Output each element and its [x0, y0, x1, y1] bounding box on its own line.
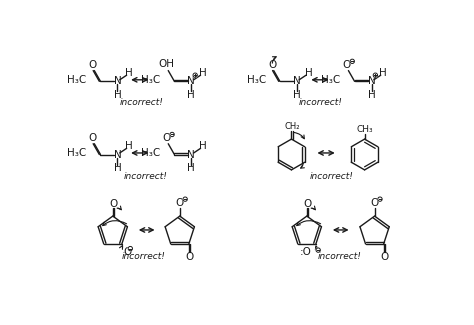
Text: O: O [123, 247, 132, 257]
Text: O: O [163, 133, 171, 143]
Text: N: N [293, 76, 301, 86]
Text: H: H [114, 163, 121, 173]
Text: H: H [199, 141, 207, 151]
Circle shape [183, 197, 187, 201]
Text: H: H [304, 68, 312, 78]
Text: O: O [268, 60, 276, 70]
Text: N: N [187, 150, 195, 160]
Text: H: H [114, 90, 121, 100]
Text: CH₂: CH₂ [284, 122, 300, 131]
Text: N: N [114, 76, 121, 86]
Text: incorrect!: incorrect! [122, 252, 165, 261]
Text: H: H [293, 90, 301, 100]
Text: H: H [125, 68, 133, 78]
Text: H: H [368, 90, 375, 100]
Circle shape [316, 248, 320, 252]
Text: O: O [89, 133, 97, 143]
Text: H₃C: H₃C [321, 75, 341, 85]
Text: N: N [187, 76, 195, 86]
Text: H₃C: H₃C [141, 75, 161, 85]
Text: H: H [187, 163, 195, 173]
Text: N: N [368, 76, 375, 86]
Text: O: O [109, 199, 118, 209]
Circle shape [373, 73, 377, 77]
Text: O: O [343, 60, 351, 70]
Text: incorrect!: incorrect! [123, 172, 167, 181]
Text: H: H [187, 90, 195, 100]
Circle shape [193, 73, 197, 77]
Circle shape [350, 59, 355, 63]
Text: OH: OH [159, 59, 175, 70]
Text: H₃C: H₃C [247, 75, 266, 85]
Text: CH₃: CH₃ [356, 124, 373, 134]
Text: O: O [303, 199, 312, 209]
Text: :O: :O [300, 247, 312, 257]
Text: H₃C: H₃C [67, 75, 87, 85]
Circle shape [128, 246, 132, 251]
Text: O: O [380, 252, 389, 262]
Text: H₃C: H₃C [141, 148, 161, 158]
Text: N: N [114, 150, 121, 160]
Text: incorrect!: incorrect! [317, 252, 361, 261]
Text: H: H [379, 68, 387, 78]
Text: incorrect!: incorrect! [299, 98, 343, 107]
Text: H: H [199, 68, 207, 78]
Text: O: O [176, 198, 184, 208]
Text: incorrect!: incorrect! [119, 98, 163, 107]
Text: O: O [89, 60, 97, 70]
Text: H: H [125, 141, 133, 151]
Text: H₃C: H₃C [67, 148, 87, 158]
Circle shape [170, 132, 174, 136]
Text: incorrect!: incorrect! [310, 172, 354, 181]
Circle shape [378, 197, 382, 201]
Text: O: O [371, 198, 379, 208]
Text: O: O [185, 252, 194, 262]
